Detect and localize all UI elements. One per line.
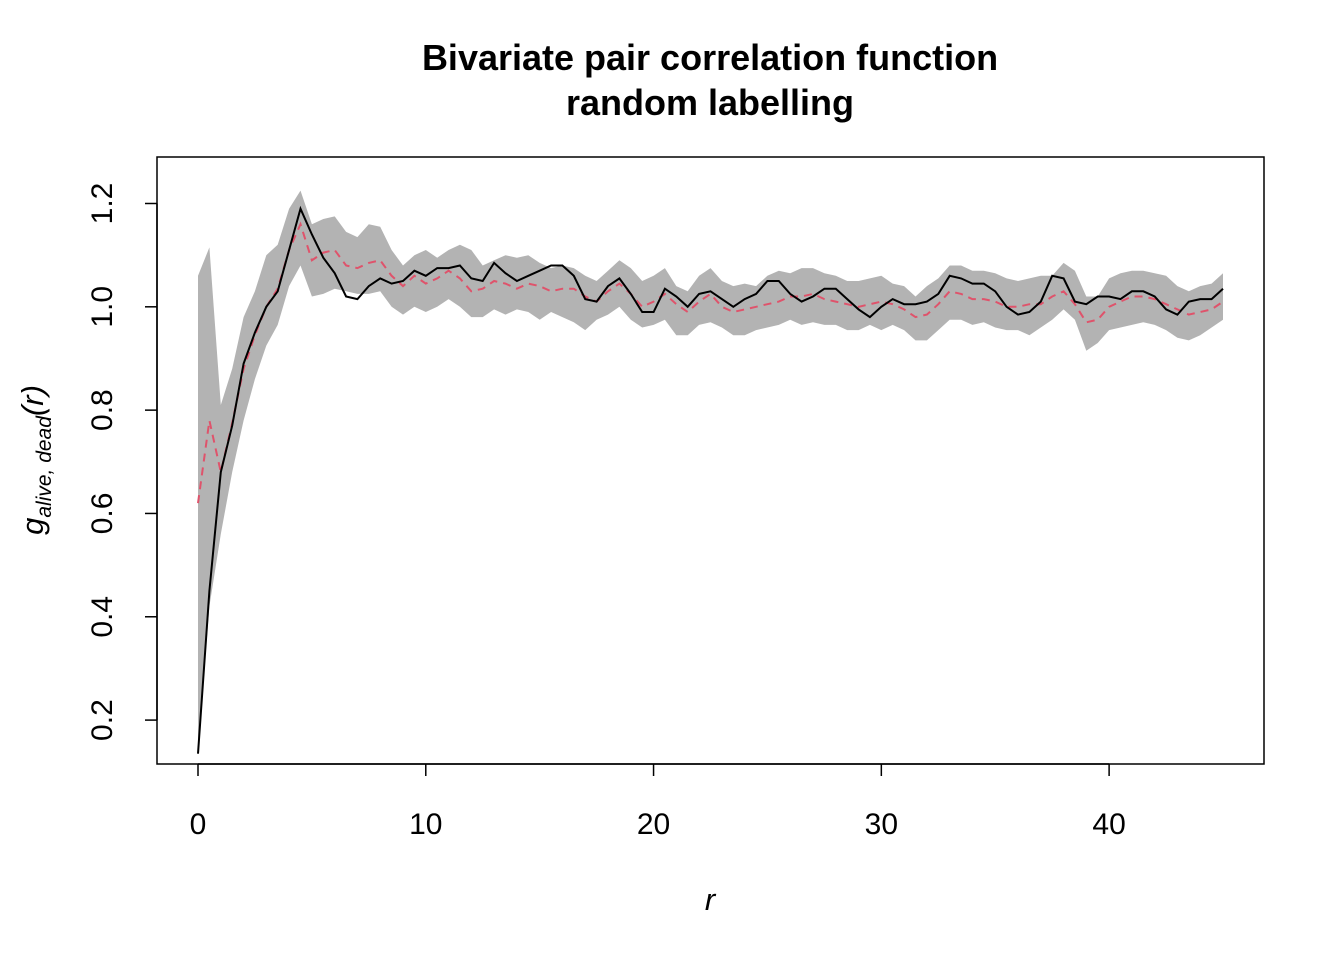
- x-tick-label: 30: [865, 808, 898, 841]
- y-tick-label: 0.2: [86, 699, 119, 741]
- series-lines: [197, 205, 1224, 754]
- y-tick-label: 0.4: [86, 596, 119, 638]
- y-tick-label: 1.0: [86, 286, 119, 328]
- envelope-band: [198, 190, 1223, 752]
- theoretical-line: [197, 221, 1224, 504]
- y-axis-label-sub: alive, dead: [33, 415, 56, 518]
- x-axis: 0 10 20 30 40: [190, 763, 1126, 841]
- y-axis-label: galive, dead(r): [15, 385, 56, 535]
- x-axis-label: r: [705, 882, 717, 917]
- envelope-area: [198, 190, 1223, 752]
- x-tick-label: 0: [190, 808, 207, 841]
- y-tick-label: 0.6: [86, 493, 119, 535]
- chart-title-line1: Bivariate pair correlation function: [422, 37, 998, 78]
- x-tick-label: 20: [637, 808, 670, 841]
- chart-title-line2: random labelling: [566, 82, 854, 123]
- y-tick-label: 0.8: [86, 389, 119, 431]
- y-axis-label-main: g: [15, 518, 50, 535]
- y-axis-label-arg: (r): [15, 385, 50, 416]
- x-tick-label: 10: [409, 808, 442, 841]
- observed-line: [197, 205, 1224, 754]
- y-axis: 0.2 0.4 0.6 0.8 1.0 1.2: [86, 183, 158, 741]
- y-tick-label: 1.2: [86, 183, 119, 225]
- x-tick-label: 40: [1092, 808, 1125, 841]
